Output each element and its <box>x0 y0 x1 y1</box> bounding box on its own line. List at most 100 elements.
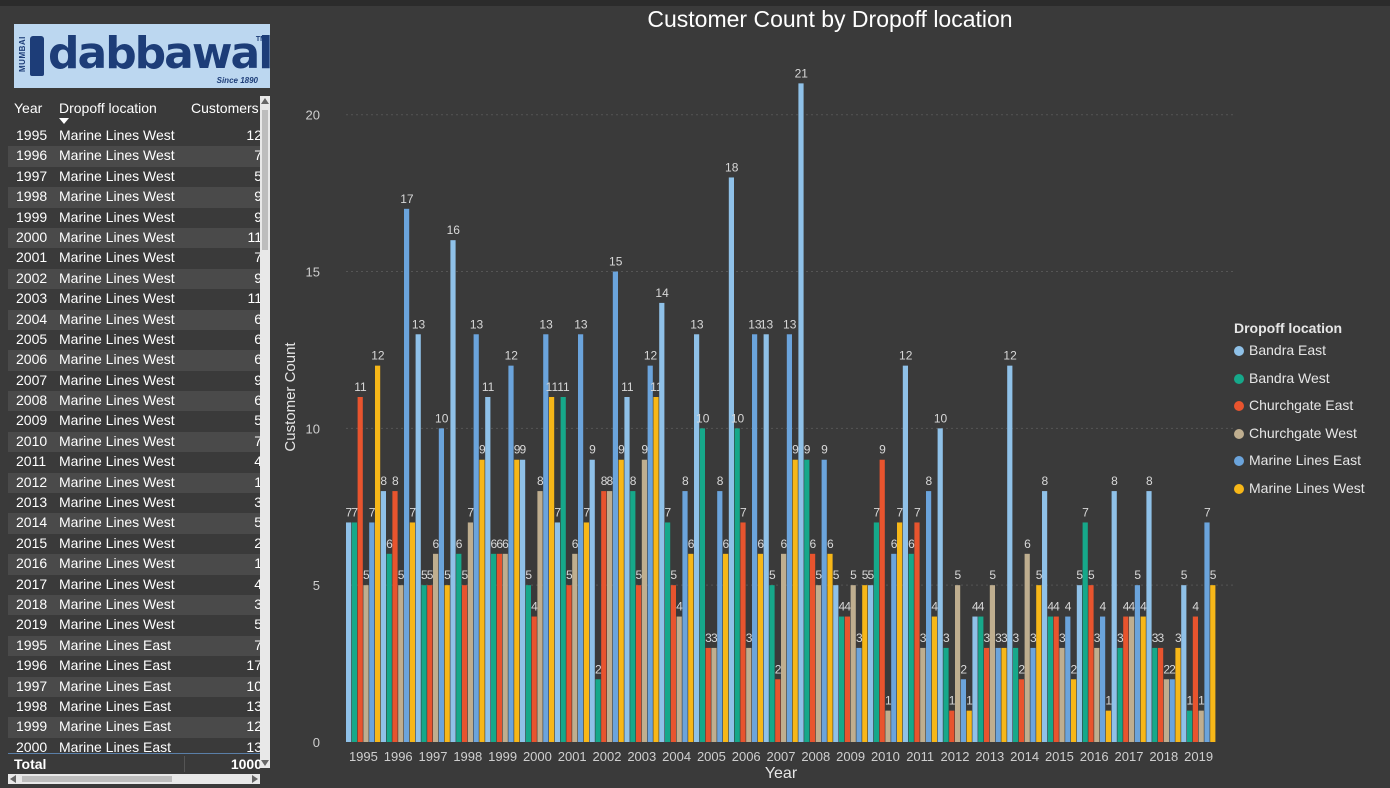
data-label: 6 <box>502 537 509 551</box>
y-tick-label: 20 <box>306 108 320 123</box>
logo-since: Since 1890 <box>216 76 258 85</box>
table-row[interactable]: 2000 Marine Lines West 11 <box>8 227 260 249</box>
column-header-customers[interactable]: Customers <box>191 100 259 116</box>
data-label: 5 <box>427 568 434 582</box>
legend-item[interactable]: Churchgate East <box>1234 397 1353 425</box>
data-label: 4 <box>1100 600 1107 614</box>
table-row[interactable]: 2016 Marine Lines West 1 <box>8 554 260 575</box>
total-label: Total <box>14 756 47 772</box>
table-row[interactable]: 1997 Marine Lines West 5 <box>8 166 260 188</box>
table-row[interactable]: 2006 Marine Lines West 6 <box>8 350 260 371</box>
bar <box>844 616 850 742</box>
table-row[interactable]: 1999 Marine Lines West 9 <box>8 207 260 228</box>
data-label: 7 <box>409 505 416 519</box>
table-row[interactable]: 1998 Marine Lines West 9 <box>8 187 260 208</box>
bar <box>1018 679 1024 742</box>
bar <box>1192 616 1198 742</box>
table-row[interactable]: 1995 Marine Lines East 7 <box>8 635 260 657</box>
data-label: 7 <box>914 505 921 519</box>
scroll-left-icon[interactable] <box>10 775 16 783</box>
x-tick-label: 2014 <box>1010 749 1039 764</box>
legend-item[interactable]: Marine Lines East <box>1234 452 1361 480</box>
legend-item[interactable]: Churchgate West <box>1234 425 1357 453</box>
vertical-scroll-thumb[interactable] <box>262 110 268 250</box>
data-label: 11 <box>621 380 634 394</box>
scroll-down-icon[interactable] <box>261 760 269 766</box>
bar <box>891 553 897 742</box>
bar <box>531 616 537 742</box>
cell-customers: 12 <box>246 127 260 143</box>
table-row[interactable]: 2009 Marine Lines West 5 <box>8 411 260 432</box>
cell-customers: 7 <box>254 249 260 266</box>
table-row[interactable]: 1996 Marine Lines East 17 <box>8 656 260 677</box>
legend-item[interactable]: Bandra West <box>1234 370 1342 398</box>
cell-customers: 5 <box>254 514 260 531</box>
x-tick-label: 2000 <box>523 749 552 764</box>
data-label: 3 <box>943 631 950 645</box>
data-label: 12 <box>505 349 519 363</box>
table-row[interactable]: 2014 Marine Lines West 5 <box>8 513 260 534</box>
scroll-up-icon[interactable] <box>261 98 269 104</box>
bar <box>873 522 879 742</box>
data-label: 8 <box>537 474 544 488</box>
customers-table[interactable]: Year Dropoff location Customers 1995 Mari… <box>8 96 270 786</box>
legend-item[interactable]: Marine Lines West <box>1234 480 1365 508</box>
bar <box>1140 616 1146 742</box>
table-row[interactable]: 2012 Marine Lines West 1 <box>8 472 260 494</box>
bar <box>1129 616 1135 742</box>
scroll-right-icon[interactable] <box>252 775 258 783</box>
table-row[interactable]: 2000 Marine Lines East 13 <box>8 737 260 753</box>
bar <box>786 334 792 742</box>
table-row[interactable]: 2018 Marine Lines West 3 <box>8 594 260 616</box>
legend-item[interactable]: Bandra East <box>1234 342 1342 370</box>
table-row[interactable]: 2015 Marine Lines West 2 <box>8 533 260 555</box>
data-label: 2 <box>1169 662 1176 676</box>
table-row[interactable]: 2017 Marine Lines West 4 <box>8 574 260 595</box>
table-row[interactable]: 1995 Marine Lines West 12 <box>8 126 260 147</box>
data-label: 3 <box>984 631 991 645</box>
table-row[interactable]: 2003 Marine Lines West 11 <box>8 289 260 310</box>
table-row[interactable]: 2007 Marine Lines West 9 <box>8 370 260 392</box>
column-header-year[interactable]: Year <box>14 100 43 116</box>
cell-customers: 13 <box>246 697 260 714</box>
data-label: 13 <box>470 317 484 331</box>
table-row[interactable]: 1997 Marine Lines East 10 <box>8 676 260 697</box>
vertical-scrollbar[interactable] <box>260 96 270 768</box>
table-row[interactable]: 2001 Marine Lines West 7 <box>8 248 260 269</box>
table-row[interactable]: 2013 Marine Lines West 3 <box>8 493 260 514</box>
bar <box>398 585 404 742</box>
bar <box>1065 616 1071 742</box>
data-label: 10 <box>696 411 710 425</box>
table-row[interactable]: 2011 Marine Lines West 4 <box>8 452 260 473</box>
bar <box>537 491 543 742</box>
bar <box>815 585 821 742</box>
cell-dropoff-location: Marine Lines West <box>59 616 175 633</box>
table-row[interactable]: 2002 Marine Lines West 9 <box>8 268 260 290</box>
data-label: 6 <box>1024 537 1031 551</box>
table-row[interactable]: 1999 Marine Lines East 12 <box>8 717 260 738</box>
table-row[interactable]: 1996 Marine Lines West 7 <box>8 146 260 167</box>
cell-year: 2006 <box>16 351 48 368</box>
table-row[interactable]: 2010 Marine Lines West 7 <box>8 431 260 453</box>
table-row[interactable]: 1998 Marine Lines East 13 <box>8 696 260 718</box>
data-label: 4 <box>676 600 683 614</box>
data-label: 7 <box>369 505 376 519</box>
table-row[interactable]: 2019 Marine Lines West 5 <box>8 615 260 636</box>
horizontal-scroll-thumb[interactable] <box>22 776 172 782</box>
table-row[interactable]: 2008 Marine Lines West 6 <box>8 391 260 412</box>
horizontal-scrollbar[interactable] <box>8 774 260 784</box>
cell-dropoff-location: Marine Lines West <box>59 371 175 388</box>
table-body: 1995 Marine Lines West 12 1996 Marine Lines … <box>8 126 260 753</box>
bar <box>641 459 647 742</box>
cell-customers: 11 <box>247 290 260 307</box>
legend-label: Marine Lines East <box>1249 452 1362 468</box>
bar <box>380 491 386 742</box>
bar <box>885 710 891 742</box>
data-label: 4 <box>1123 600 1130 614</box>
bar <box>1146 491 1152 742</box>
table-row[interactable]: 2005 Marine Lines West 6 <box>8 329 260 351</box>
column-header-dropoff-location[interactable]: Dropoff location <box>59 100 157 116</box>
table-row[interactable]: 2004 Marine Lines West 6 <box>8 309 260 330</box>
cell-dropoff-location: Marine Lines West <box>59 595 175 612</box>
